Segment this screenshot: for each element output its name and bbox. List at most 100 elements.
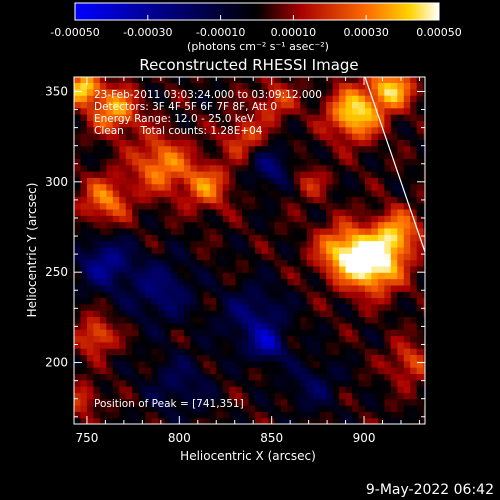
heatmap-cell xyxy=(80,95,88,102)
heatmap-cell xyxy=(229,183,237,191)
heatmap-cell xyxy=(358,120,366,128)
heatmap-cell xyxy=(255,329,263,337)
heatmap-cell xyxy=(86,316,94,324)
heatmap-cell xyxy=(183,215,191,223)
heatmap-cell xyxy=(345,189,353,197)
heatmap-cell xyxy=(86,246,94,254)
heatmap-cell xyxy=(242,354,250,362)
heatmap-cell xyxy=(248,386,256,393)
heatmap-cell xyxy=(80,227,88,235)
heatmap-cell xyxy=(222,202,230,210)
heatmap-cell xyxy=(132,234,140,242)
heatmap-cell xyxy=(248,405,256,412)
heatmap-cell xyxy=(280,114,288,121)
heatmap-cell xyxy=(287,354,295,362)
heatmap-cell xyxy=(390,77,398,84)
heatmap-cell xyxy=(352,196,360,204)
heatmap-cell xyxy=(86,120,94,128)
heatmap-cell xyxy=(313,329,321,337)
heatmap-cell xyxy=(319,405,327,412)
heatmap-cell xyxy=(403,354,411,362)
heatmap-cell xyxy=(377,316,385,324)
heatmap-cell xyxy=(287,189,295,197)
heatmap-cell xyxy=(371,196,379,204)
heatmap-cell xyxy=(235,291,243,299)
heatmap-cell xyxy=(319,158,327,166)
heatmap-cell xyxy=(164,77,172,84)
heatmap-cell xyxy=(267,272,276,280)
heatmap-cell xyxy=(364,107,373,115)
heatmap-cell xyxy=(390,278,398,286)
heatmap-cell xyxy=(326,177,334,185)
heatmap-cell xyxy=(371,107,379,115)
heatmap-cell xyxy=(345,77,353,84)
heatmap-cell xyxy=(222,126,230,134)
heatmap-cell xyxy=(106,265,114,273)
heatmap-cell xyxy=(326,120,334,128)
heatmap-cell xyxy=(203,360,211,368)
heatmap-cell xyxy=(112,246,120,254)
heatmap-cell xyxy=(423,145,425,153)
heatmap-cell xyxy=(274,354,282,362)
heatmap-cell xyxy=(280,259,288,267)
heatmap-cell xyxy=(300,139,308,147)
heatmap-cell xyxy=(326,170,334,178)
heatmap-cell xyxy=(93,405,101,412)
heatmap-cell xyxy=(203,107,211,115)
heatmap-cell xyxy=(119,196,127,204)
heatmap-cell xyxy=(158,177,166,185)
heatmap-cell xyxy=(119,335,127,343)
heatmap-cell xyxy=(371,316,379,324)
heatmap-cell xyxy=(358,152,366,159)
heatmap-cell xyxy=(300,170,308,178)
heatmap-cell xyxy=(119,246,127,254)
heatmap-cell xyxy=(229,120,237,128)
heatmap-cell xyxy=(410,101,418,109)
heatmap-cell xyxy=(364,297,373,305)
heatmap-cell xyxy=(261,417,269,424)
heatmap-cell xyxy=(138,139,146,147)
heatmap-cell xyxy=(235,82,243,90)
heatmap-cell xyxy=(203,170,211,178)
heatmap-cell xyxy=(125,284,133,292)
heatmap-cell xyxy=(345,240,353,248)
heatmap-cell xyxy=(390,221,398,229)
heatmap-cell xyxy=(410,386,418,393)
heatmap-cell xyxy=(248,278,256,286)
heatmap-cell xyxy=(132,386,140,393)
heatmap-cell xyxy=(319,297,327,305)
heatmap-cell xyxy=(209,303,217,311)
heatmap-cell xyxy=(423,367,425,374)
heatmap-cell xyxy=(300,107,308,115)
heatmap-cell xyxy=(416,196,424,204)
heatmap-cell xyxy=(74,411,82,419)
heatmap-cell xyxy=(99,183,107,191)
y-tick-label: 200 xyxy=(45,356,68,370)
heatmap-cell xyxy=(164,183,172,191)
heatmap-cell xyxy=(86,284,94,292)
heatmap-cell xyxy=(364,177,373,185)
heatmap-cell xyxy=(125,227,133,235)
heatmap-cell xyxy=(261,208,269,216)
heatmap-cell xyxy=(93,373,101,381)
heatmap-cell xyxy=(326,227,334,235)
heatmap-cell xyxy=(255,386,263,393)
heatmap-cell xyxy=(242,398,250,406)
heatmap-cell xyxy=(132,227,140,235)
heatmap-cell xyxy=(267,158,276,166)
heatmap-cell xyxy=(306,272,314,280)
heatmap-cell xyxy=(403,227,411,235)
heatmap-cell xyxy=(326,411,334,419)
heatmap-cell xyxy=(371,177,379,185)
heatmap-cell xyxy=(132,297,140,305)
heatmap-cell xyxy=(345,177,353,185)
heatmap-cell xyxy=(390,284,398,292)
heatmap-cell xyxy=(352,398,360,406)
heatmap-cell xyxy=(280,335,288,343)
heatmap-cell xyxy=(235,120,243,128)
heatmap-cell xyxy=(196,152,204,159)
heatmap-cell xyxy=(403,297,411,305)
heatmap-cell xyxy=(274,133,282,140)
heatmap-cell xyxy=(345,379,353,387)
heatmap-cell xyxy=(255,240,263,248)
